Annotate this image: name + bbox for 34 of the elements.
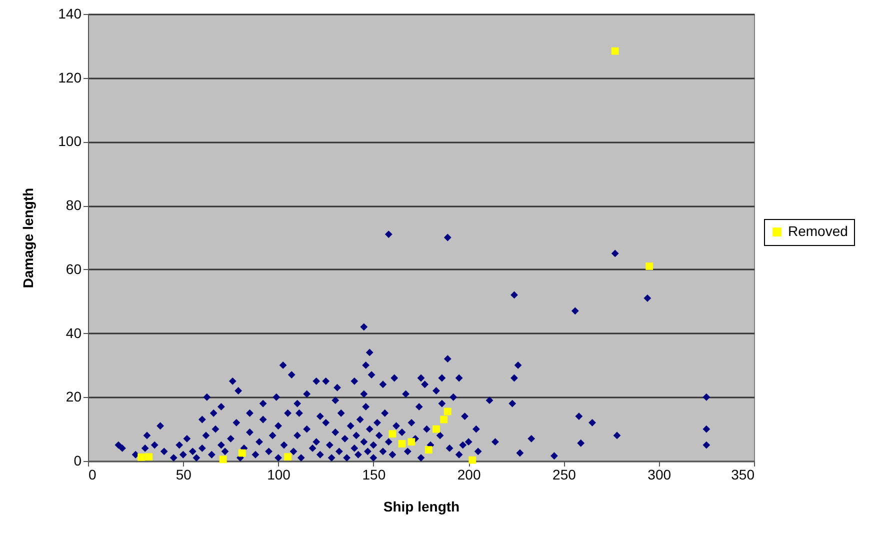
- point: [468, 456, 476, 464]
- y-tick-label: 80: [66, 197, 82, 214]
- x-tick-label: 300: [648, 466, 672, 482]
- point: [440, 416, 448, 424]
- y-tick-label: 0: [74, 452, 82, 468]
- y-axis-title: Damage length: [20, 188, 36, 288]
- y-tick-label: 40: [66, 324, 82, 341]
- point: [432, 425, 440, 433]
- point: [408, 438, 416, 446]
- point: [284, 453, 292, 461]
- x-axis-title: Ship length: [383, 498, 460, 514]
- point: [444, 408, 452, 416]
- point: [646, 262, 654, 270]
- point: [424, 446, 432, 454]
- point: [138, 453, 145, 461]
- point: [611, 47, 619, 55]
- x-tick-label: 200: [457, 466, 481, 482]
- y-tick-label: 20: [66, 388, 82, 405]
- x-tick-label: 0: [88, 466, 96, 482]
- x-tick-label: 150: [362, 466, 386, 482]
- point: [388, 430, 396, 438]
- point: [238, 449, 246, 457]
- legend-label: Removed: [788, 223, 848, 239]
- y-tick-label: 60: [66, 260, 82, 277]
- y-tick-label: 100: [58, 133, 82, 150]
- point: [145, 453, 153, 461]
- y-tick-label: 140: [58, 6, 82, 22]
- point: [219, 456, 227, 464]
- y-tick-label: 120: [58, 69, 82, 86]
- x-tick-label: 50: [176, 466, 192, 482]
- x-tick-label: 100: [267, 466, 291, 482]
- point: [398, 440, 406, 448]
- x-tick-label: 250: [552, 466, 576, 482]
- x-tick-label: 350: [731, 466, 755, 482]
